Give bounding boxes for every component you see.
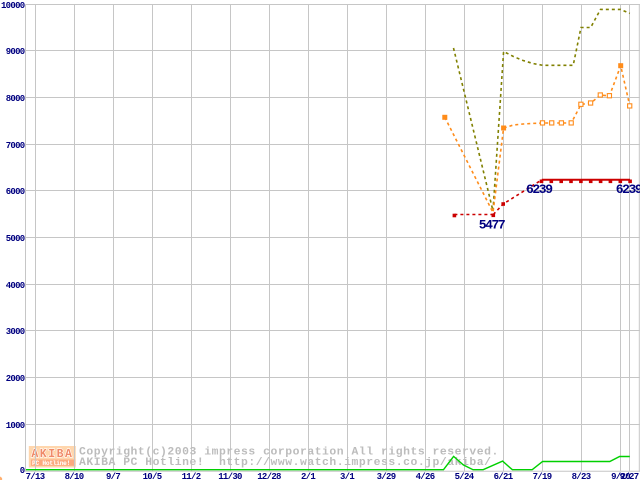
svg-text:10000: 10000 — [1, 1, 25, 11]
svg-text:4/26: 4/26 — [416, 472, 435, 480]
svg-text:6239: 6239 — [616, 182, 640, 197]
svg-text:7000: 7000 — [6, 141, 25, 151]
svg-text:3/1: 3/1 — [340, 472, 355, 480]
svg-text:1000: 1000 — [6, 421, 25, 431]
svg-text:11/30: 11/30 — [218, 472, 242, 480]
svg-text:8000: 8000 — [6, 94, 25, 104]
svg-text:11/2: 11/2 — [182, 472, 201, 480]
svg-text:9/7: 9/7 — [106, 472, 120, 480]
svg-text:2000: 2000 — [6, 374, 25, 384]
svg-text:3/29: 3/29 — [377, 472, 396, 480]
svg-text:2/1: 2/1 — [301, 472, 316, 480]
svg-text:8/23: 8/23 — [572, 472, 591, 480]
svg-text:3000: 3000 — [6, 327, 25, 337]
svg-text:9/20: 9/20 — [611, 472, 630, 480]
svg-text:5000: 5000 — [6, 234, 25, 244]
svg-text:12/28: 12/28 — [257, 472, 281, 480]
svg-text:9/27: 9/27 — [620, 472, 639, 480]
svg-text:6239: 6239 — [526, 182, 553, 197]
svg-text:8/10: 8/10 — [65, 472, 84, 480]
svg-text:7/13: 7/13 — [26, 472, 45, 480]
svg-text:AKIBA PC Hotline! http://www.: AKIBA PC Hotline! http://www.watch.impre… — [79, 457, 491, 469]
svg-text:5/24: 5/24 — [455, 472, 475, 480]
svg-text:6/21: 6/21 — [494, 472, 514, 480]
svg-text:6000: 6000 — [6, 187, 25, 197]
svg-text:AKIBA: AKIBA — [31, 448, 73, 461]
svg-text:5477: 5477 — [479, 218, 505, 233]
svg-text:0: 0 — [20, 466, 25, 476]
svg-text:4000: 4000 — [6, 281, 25, 291]
svg-text:10/5: 10/5 — [143, 472, 162, 480]
svg-text:7/19: 7/19 — [533, 472, 552, 480]
svg-text:PC Hotline!: PC Hotline! — [32, 460, 70, 467]
svg-text:9000: 9000 — [6, 47, 25, 57]
svg-text:Copyright(c)2003 impress corpo: Copyright(c)2003 impress corporation All… — [79, 447, 499, 459]
